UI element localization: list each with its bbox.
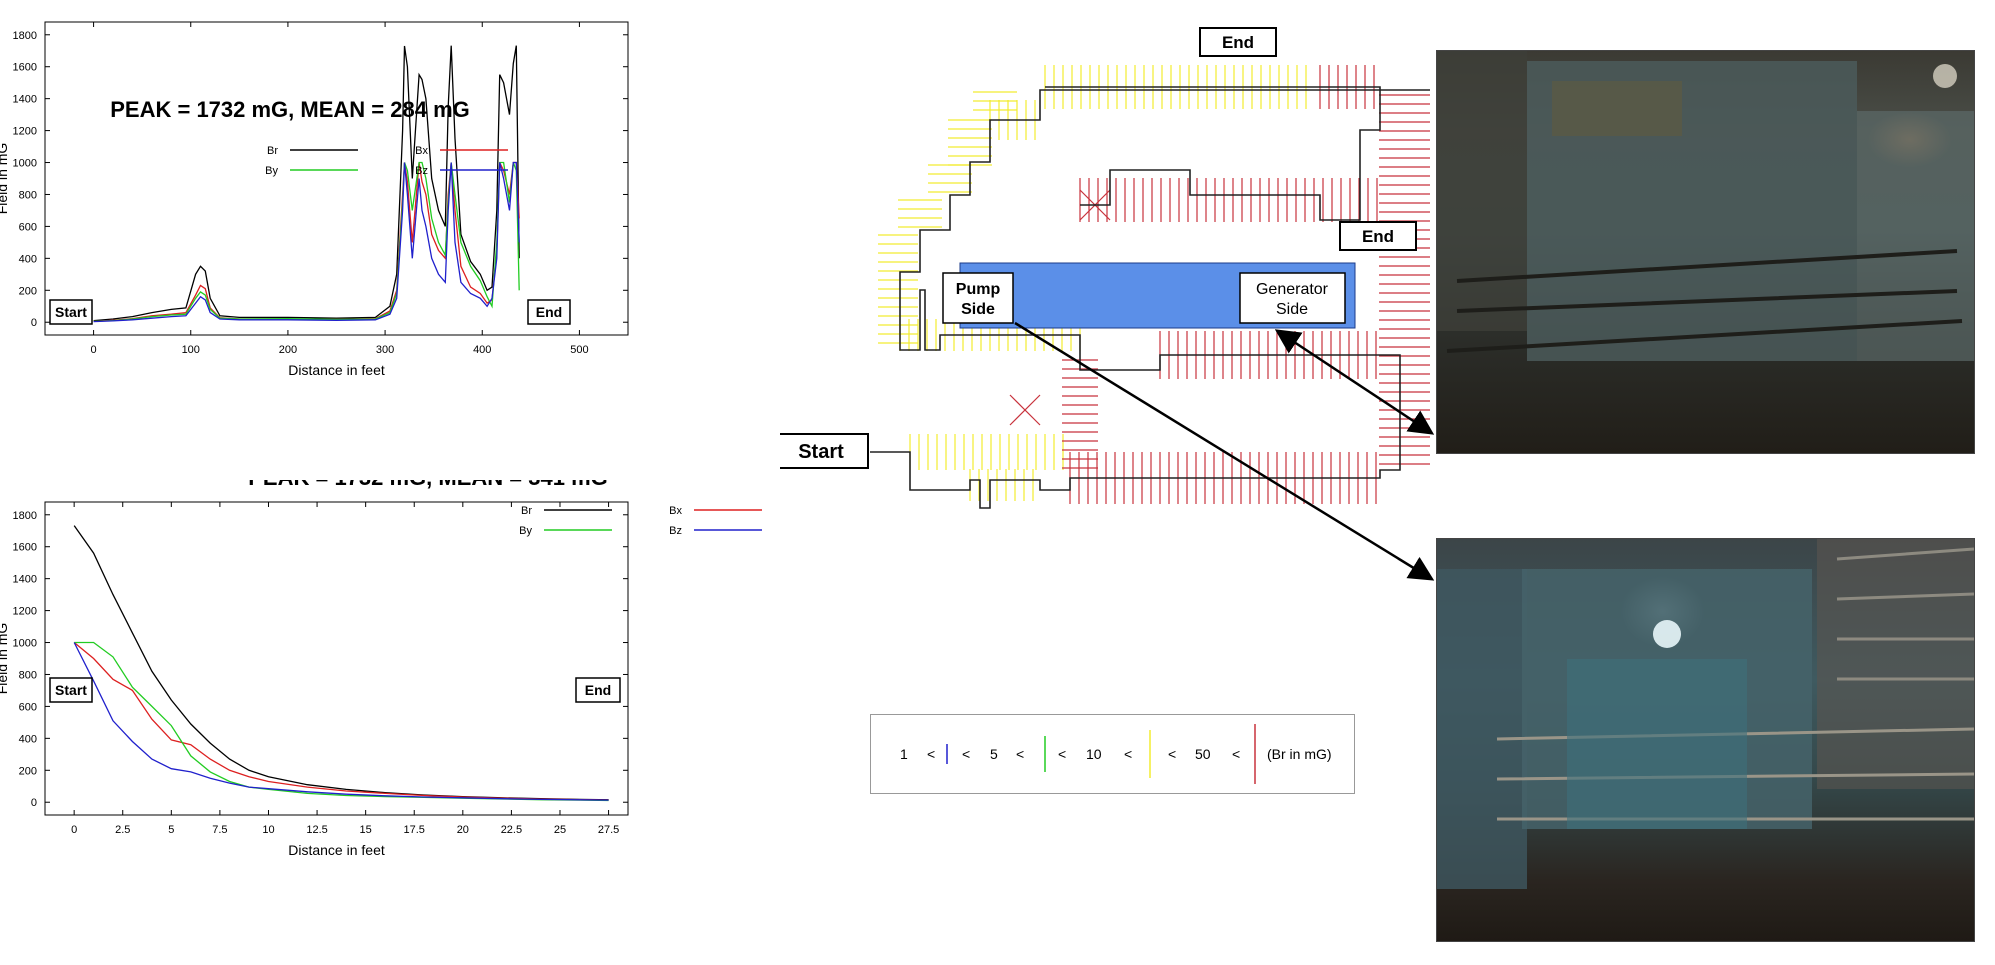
legend-lt: < (1058, 746, 1066, 762)
y-tick-label: 1200 (13, 606, 37, 618)
label-end-top: End (1199, 27, 1277, 57)
plot-frame (44, 21, 629, 336)
y-tick-label: 1400 (13, 94, 37, 106)
y-tick-label: 200 (19, 285, 37, 297)
pump-photo (1436, 538, 1975, 942)
hatch-mark (1009, 394, 1041, 426)
legend-lt: < (1232, 746, 1240, 762)
legend-lt: < (962, 746, 970, 762)
x-tick-label: 22.5 (501, 824, 522, 836)
legend-lt: < (1124, 746, 1132, 762)
y-tick-label: 600 (19, 701, 37, 713)
arrow-pump-to-photo (1014, 321, 1435, 581)
x-axis-label: Distance in feet (288, 362, 385, 378)
legend-entry-label: By (265, 165, 278, 177)
x-tick-label: 17.5 (404, 824, 425, 836)
plot-frame (44, 501, 629, 816)
legend-unit: (Br in mG) (1267, 746, 1332, 762)
y-axis-label: Field in mG (0, 623, 10, 695)
label-generator-side: Generator Side (1239, 272, 1346, 324)
end-marker-box (575, 677, 621, 703)
y-tick-label: 200 (19, 765, 37, 777)
y-tick-label: 400 (19, 733, 37, 745)
y-tick-label: 1800 (13, 510, 37, 522)
y-tick-label: 1000 (13, 638, 37, 650)
start-marker-label: Start (55, 304, 87, 320)
x-tick-label: 25 (554, 824, 566, 836)
x-tick-label: 15 (360, 824, 372, 836)
stats-annotation: PEAK = 1732 mG, MEAN = 284 mG (110, 97, 470, 122)
x-axis-label: Distance in feet (288, 842, 385, 858)
x-tick-label: 27.5 (598, 824, 619, 836)
svg-text:Generator: Generator (1256, 281, 1329, 298)
series-line-bz (93, 161, 520, 323)
svg-text:End: End (1222, 33, 1254, 52)
legend-value-1: 1 (900, 746, 908, 762)
x-tick-label: 12.5 (306, 824, 327, 836)
legend-value-10: 10 (1086, 746, 1102, 762)
svg-text:Side: Side (1276, 301, 1308, 318)
x-tick-label: 400 (473, 344, 491, 356)
series-line-bz (73, 642, 609, 801)
y-tick-label: 1200 (13, 126, 37, 138)
y-tick-label: 0 (31, 317, 37, 329)
legend-entry-label: Bz (669, 525, 682, 537)
legend-entry-label: Bz (415, 165, 428, 177)
y-tick-label: 800 (19, 669, 37, 681)
y-axis-label: Field in mG (0, 143, 10, 215)
end-marker-label: End (585, 682, 611, 698)
label-end-right: End (1339, 221, 1417, 251)
start-marker-label: Start (55, 682, 87, 698)
x-tick-label: 0 (71, 824, 77, 836)
survey-path-upper (1045, 86, 1381, 221)
chart-top: 0 200 400 600 800 1000 1200 1400 1600 1800 0 100 200… (0, 0, 820, 480)
svg-text:Side: Side (961, 301, 995, 318)
arrow-generator-to-photo (1274, 329, 1435, 435)
x-tick-label: 20 (457, 824, 469, 836)
x-tick-label: 5 (168, 824, 174, 836)
legend-value-5: 5 (990, 746, 998, 762)
y-tick-label: 0 (31, 797, 37, 809)
y-tick-label: 1600 (13, 62, 37, 74)
legend-entry-label: By (519, 525, 532, 537)
x-tick-label: 10 (262, 824, 274, 836)
legend-entry-label: Bx (669, 505, 682, 517)
series-line-br (93, 45, 520, 322)
y-tick-label: 400 (19, 253, 37, 265)
y-tick-label: 1800 (13, 30, 37, 42)
x-tick-label: 500 (570, 344, 588, 356)
start-marker-box (49, 299, 93, 325)
y-tick-label: 800 (19, 189, 37, 201)
svg-text:Start: Start (798, 441, 844, 463)
x-tick-label: 100 (182, 344, 200, 356)
label-pump-side: Pump Side (942, 272, 1014, 324)
x-tick-label: 200 (279, 344, 297, 356)
y-tick-label: 1400 (13, 574, 37, 586)
legend-lt: < (1168, 746, 1176, 762)
legend-entry-label: Bx (415, 145, 428, 157)
field-legend: 1 < < 5 < < 10 < < 50 < (Br in mG) (870, 714, 1355, 794)
end-marker-box (527, 299, 571, 325)
legend-value-50: 50 (1195, 746, 1211, 762)
generator-photo (1436, 50, 1975, 454)
legend-entry-label: Br (521, 505, 532, 517)
start-marker-box (49, 677, 93, 703)
svg-text:Pump: Pump (956, 281, 1001, 298)
line-chart-top: 0 200 400 600 800 1000 1200 1400 1600 1800 0 100 200… (0, 21, 629, 378)
survey-path (870, 89, 1815, 509)
y-tick-label: 1600 (13, 542, 37, 554)
x-tick-label: 2.5 (115, 824, 130, 836)
legend-lt: < (1016, 746, 1024, 762)
y-tick-label: 1000 (13, 158, 37, 170)
end-marker-label: End (536, 304, 562, 320)
x-tick-label: 0 (91, 344, 97, 356)
x-tick-label: 7.5 (212, 824, 227, 836)
legend-entry-label: Br (267, 145, 278, 157)
legend-lt: < (927, 746, 935, 762)
y-tick-label: 600 (19, 221, 37, 233)
x-tick-label: 300 (376, 344, 394, 356)
svg-text:End: End (1362, 227, 1394, 246)
